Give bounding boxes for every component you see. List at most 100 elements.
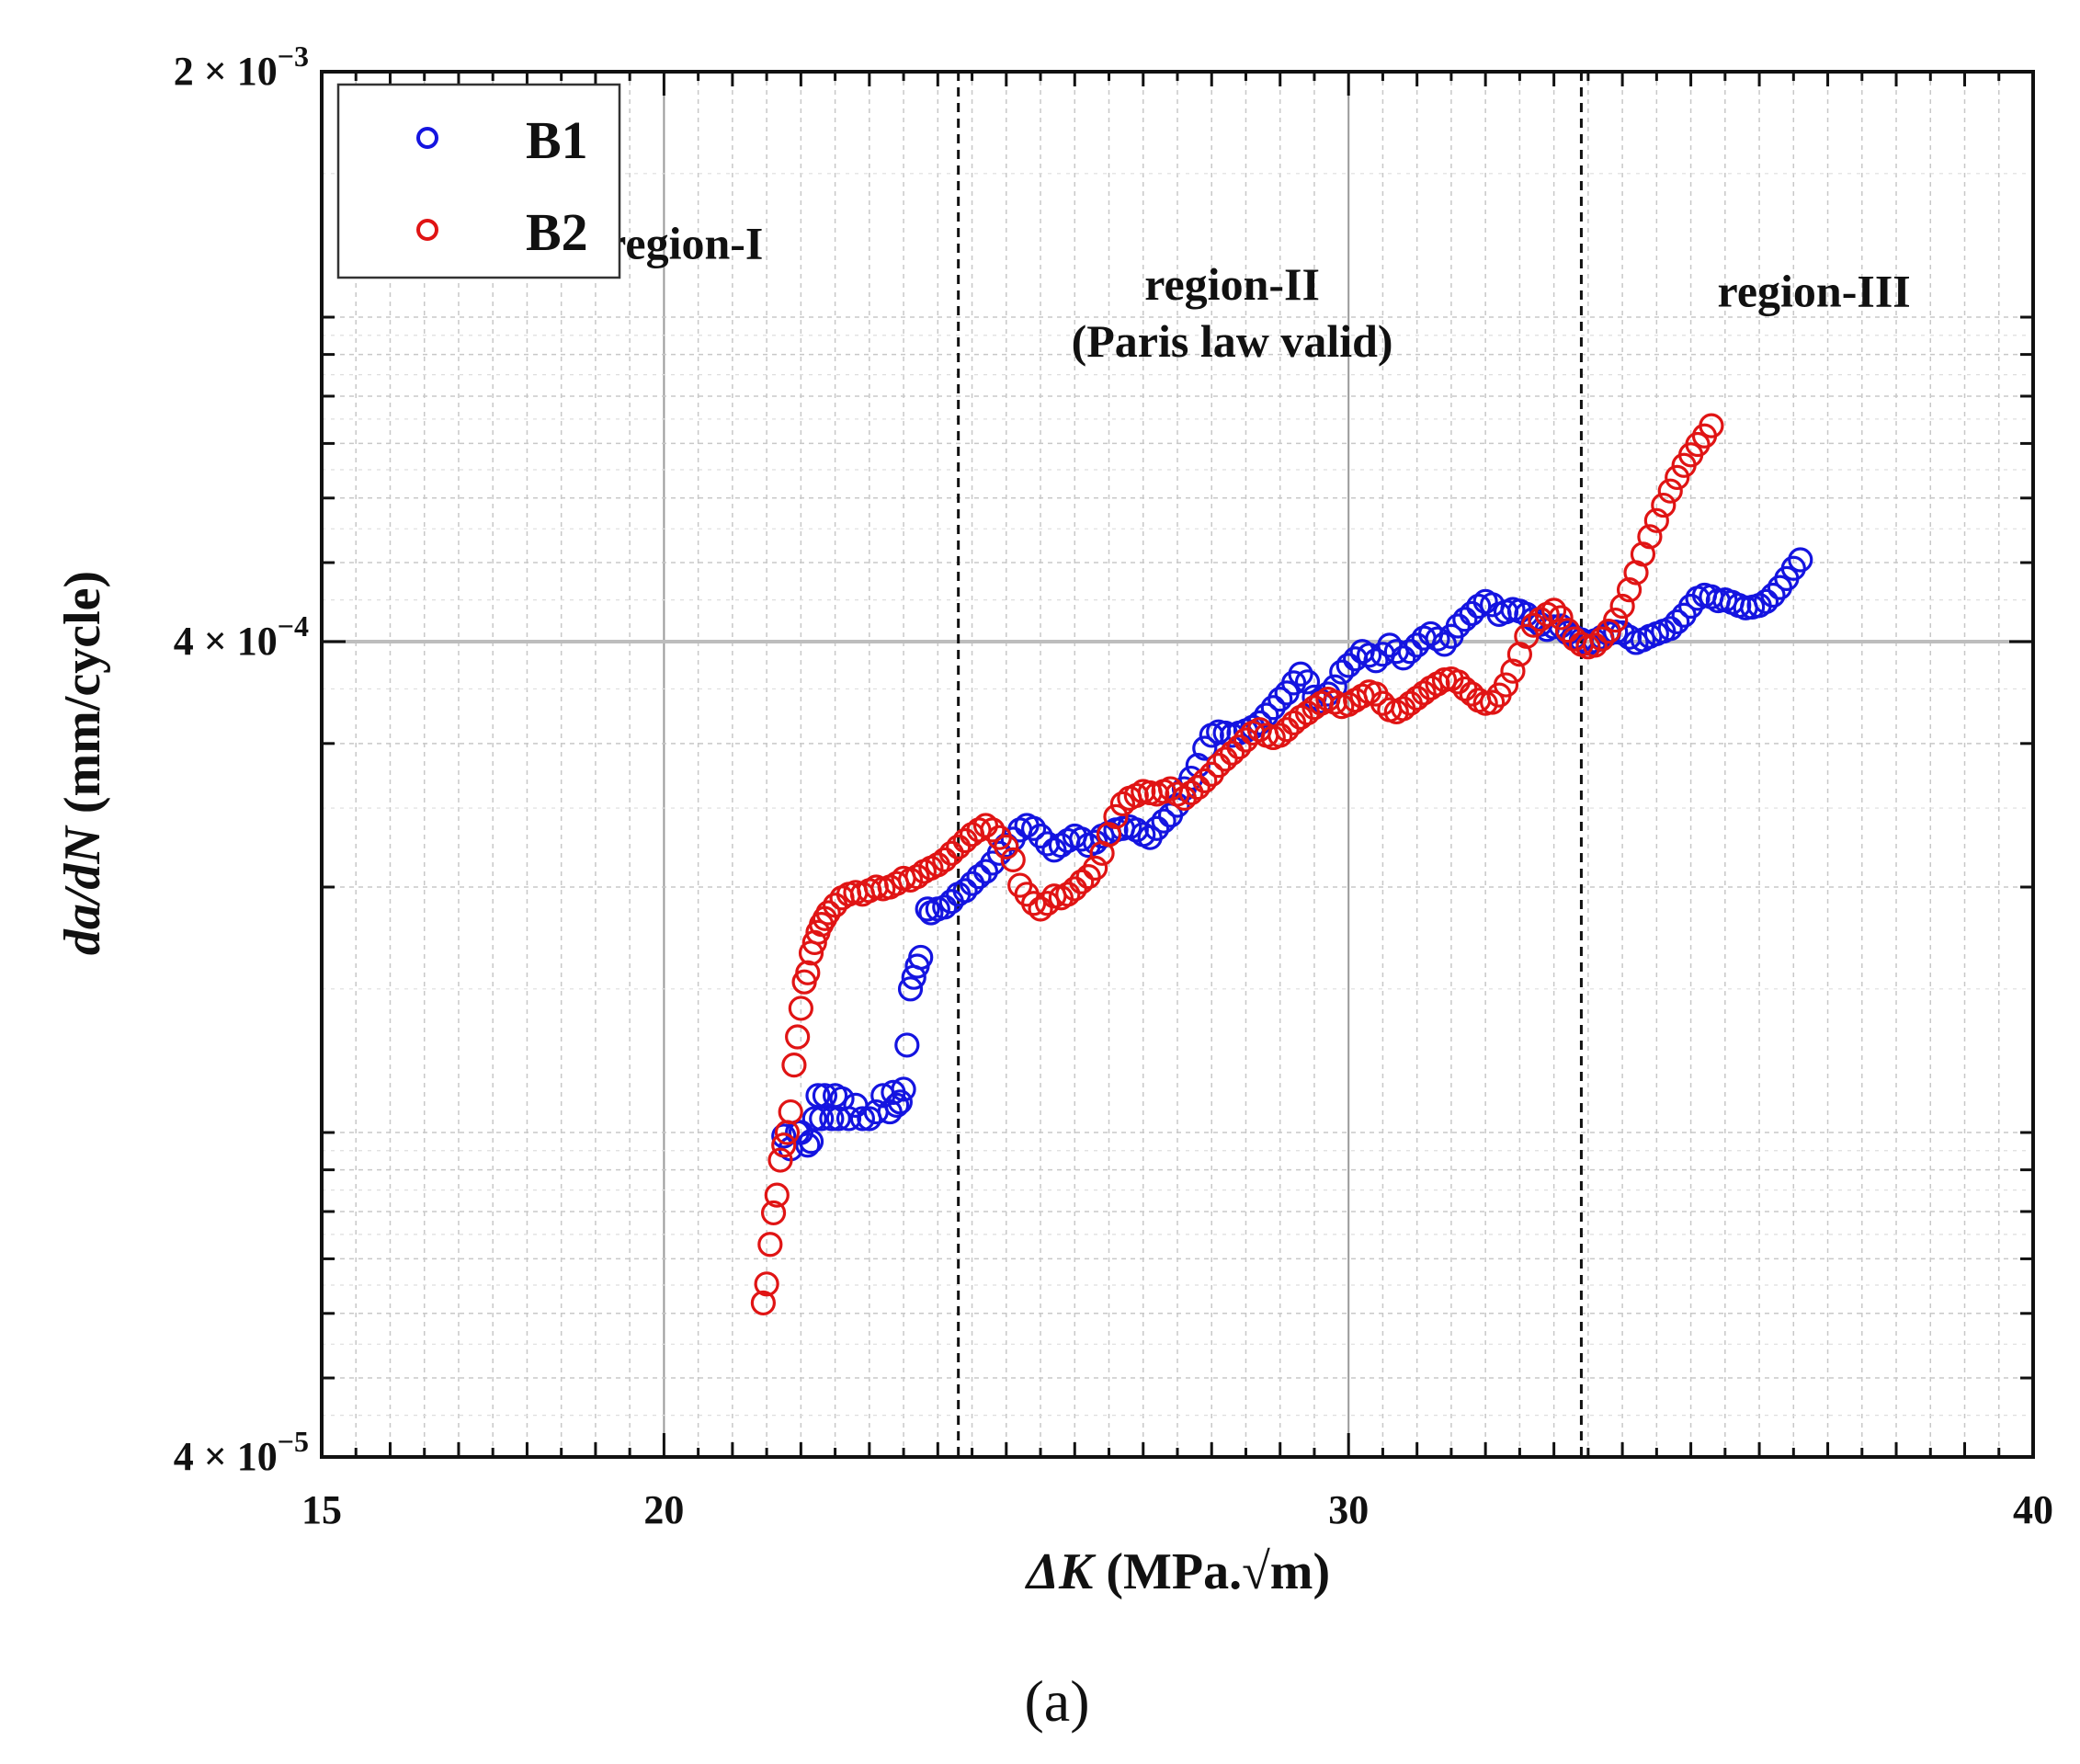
data-point-b2 xyxy=(788,996,813,1021)
data-point-b2 xyxy=(1500,658,1526,684)
data-point-b1 xyxy=(1760,582,1786,609)
data-point-b2 xyxy=(760,1200,787,1226)
data-point-b2 xyxy=(1493,672,1519,698)
x-tick-label: 15 xyxy=(301,1487,342,1532)
x-tick-label: 30 xyxy=(1328,1487,1369,1532)
data-point-b2 xyxy=(1034,891,1061,916)
region-labels: region-I region-II (Paris law valid) region… xyxy=(606,217,1911,367)
data-point-b1 xyxy=(1780,555,1806,581)
data-point-b1 xyxy=(1753,588,1779,614)
y-tick-label-exponent: −3 xyxy=(278,40,309,73)
data-point-b1 xyxy=(972,859,999,884)
data-point-b2 xyxy=(1055,882,1081,907)
legend-label-b1: B1 xyxy=(526,110,588,170)
y-tick-label-exponent: −5 xyxy=(278,1425,309,1458)
data-point-b1 xyxy=(809,1106,835,1132)
data-point-b2 xyxy=(1103,803,1129,830)
data-point-b1 xyxy=(1329,659,1355,685)
data-point-b1 xyxy=(1254,702,1279,728)
data-point-b2 xyxy=(771,1132,797,1158)
data-point-b1 xyxy=(894,1032,920,1058)
y-tick-label: 4 × 10−5 xyxy=(174,1425,309,1479)
data-point-b2 xyxy=(815,900,841,926)
series-b1 xyxy=(771,547,1813,1162)
data-point-b2 xyxy=(1616,577,1642,603)
data-point-b2 xyxy=(1657,478,1683,504)
data-point-b1 xyxy=(835,1106,862,1132)
data-point-b2 xyxy=(1267,723,1293,748)
region-label-line: region-III xyxy=(1718,266,1911,317)
data-point-b2 xyxy=(767,1147,793,1173)
data-point-b1 xyxy=(1363,648,1389,674)
data-point-b1 xyxy=(1020,815,1047,841)
x-tick-label: 40 xyxy=(2013,1487,2053,1532)
data-point-b2 xyxy=(994,834,1019,859)
data-point-b2 xyxy=(1206,753,1232,779)
y-axis-title-unit: (mm/cycle) xyxy=(54,571,111,826)
data-point-b1 xyxy=(1356,643,1382,668)
data-point-b1 xyxy=(1391,645,1416,671)
data-point-b1 xyxy=(1397,639,1423,665)
data-point-b2 xyxy=(1185,775,1210,801)
y-tick-label-mantissa: 4 × 10 xyxy=(174,1434,278,1479)
data-point-b2 xyxy=(1226,734,1252,760)
data-point-b1 xyxy=(1336,653,1361,678)
data-point-b2 xyxy=(1109,791,1136,817)
data-point-b1 xyxy=(1665,609,1690,635)
data-point-b2 xyxy=(1480,689,1506,715)
data-point-b2 xyxy=(1000,847,1026,872)
region-boundaries xyxy=(957,72,1583,1457)
y-tick-label: 2 × 10−3 xyxy=(174,40,309,94)
data-point-b1 xyxy=(1192,735,1218,761)
data-point-b1 xyxy=(819,1106,845,1132)
data-point-b1 xyxy=(1288,661,1313,687)
data-point-b2 xyxy=(785,1024,811,1050)
data-point-b2 xyxy=(1411,680,1437,706)
y-tick-label-mantissa: 4 × 10 xyxy=(174,619,278,664)
region-label: region-III xyxy=(1718,266,1911,317)
data-point-b2 xyxy=(1589,626,1615,652)
data-point-b1 xyxy=(915,896,940,922)
y-tick-label: 4 × 10−4 xyxy=(174,609,309,664)
data-point-b2 xyxy=(1603,608,1629,633)
data-point-b1 xyxy=(891,1076,916,1102)
data-point-b2 xyxy=(1083,855,1108,881)
data-point-b1 xyxy=(897,976,924,1002)
data-point-b1 xyxy=(801,1106,827,1132)
data-point-b1 xyxy=(795,1132,821,1158)
data-point-b1 xyxy=(771,1123,797,1149)
x-axis-title-unit: (MPa.√m) xyxy=(1093,1543,1330,1600)
data-point-b1 xyxy=(1267,686,1293,712)
data-point-b2 xyxy=(1665,464,1690,490)
data-point-b1 xyxy=(1445,613,1471,639)
data-point-b2 xyxy=(795,960,821,985)
region-label: region-I xyxy=(606,217,763,268)
data-point-b2 xyxy=(1651,492,1677,518)
region-label: region-II (Paris law valid) xyxy=(1072,258,1393,367)
data-point-b2 xyxy=(1582,632,1608,658)
data-point-b2 xyxy=(764,1182,790,1208)
data-point-b1 xyxy=(887,1089,913,1115)
data-point-b1 xyxy=(1657,616,1683,642)
data-point-b2 xyxy=(938,840,964,866)
data-point-b1 xyxy=(966,864,992,890)
data-point-b1 xyxy=(1425,626,1450,652)
data-point-b2 xyxy=(1699,413,1724,438)
legend: B1 B2 xyxy=(336,83,621,279)
data-point-b2 xyxy=(750,1290,776,1316)
data-point-b1 xyxy=(805,1083,831,1109)
region-label-line: (Paris law valid) xyxy=(1072,315,1393,367)
data-point-b2 xyxy=(1643,507,1669,533)
data-point-b1 xyxy=(1788,547,1813,573)
data-point-b2 xyxy=(932,847,958,872)
x-axis-title-symbol: ΔK xyxy=(1025,1543,1097,1600)
data-point-b2 xyxy=(904,864,930,890)
data-point-b1 xyxy=(884,1092,910,1118)
data-point-b2 xyxy=(980,817,1006,843)
data-point-b2 xyxy=(1028,896,1053,922)
legend-marker-b1 xyxy=(416,127,438,149)
data-point-b1 xyxy=(986,840,1012,866)
data-point-b2 xyxy=(778,1098,803,1125)
data-point-b2 xyxy=(1192,768,1218,794)
